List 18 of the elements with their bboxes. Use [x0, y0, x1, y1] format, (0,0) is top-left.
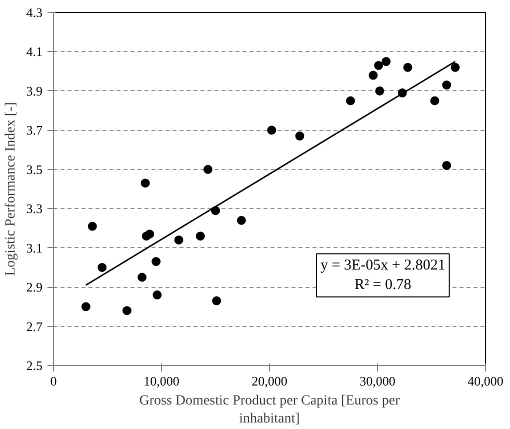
y-axis-title: Logistic Performance Index [-]	[3, 102, 18, 276]
x-tick-label: 20,000	[252, 374, 288, 388]
y-tick-label: 4.1	[26, 44, 42, 60]
x-tick-label: 0	[50, 374, 57, 388]
y-tick-label: 2.7	[26, 318, 43, 334]
y-tick-label: 3.3	[26, 201, 42, 216]
annotation: y = 3E-05x + 2.8021 R² = 0.78	[320, 258, 446, 293]
y-tick-label: 2.9	[26, 280, 42, 295]
y-tick-label: 3.7	[26, 122, 43, 138]
y-tick-label: 3.1	[26, 240, 42, 256]
y-tick-label: 3.5	[26, 162, 42, 177]
y-tick-label: 2.5	[26, 358, 42, 373]
x-tick-label: 10,000	[144, 374, 180, 388]
x-axis-title: Gross Domestic Product per Capita [Euros per inhabitant]	[139, 394, 400, 426]
x-tick-label: 40,000	[468, 374, 504, 388]
y-tick-label: 4.3	[26, 5, 42, 20]
x-tick-label: 30,000	[360, 374, 396, 388]
y-tick-label: 3.9	[26, 83, 42, 98]
